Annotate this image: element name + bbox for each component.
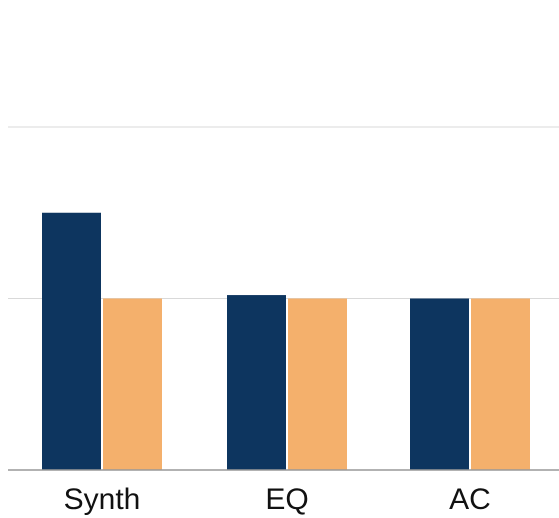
bars bbox=[42, 212, 530, 470]
bar-eq-series-1 bbox=[227, 295, 286, 470]
x-tick-label-ac: AC bbox=[449, 483, 491, 516]
x-tick-labels: Synth EQ AC bbox=[64, 483, 491, 516]
x-tick-label-synth: Synth bbox=[64, 483, 141, 516]
bar-ac-series-1 bbox=[410, 298, 469, 470]
bar-synth-series-1 bbox=[42, 212, 101, 470]
bar-ac-series-2 bbox=[471, 298, 530, 470]
x-tick-label-eq: EQ bbox=[265, 483, 308, 516]
bar-synth-series-2 bbox=[103, 298, 162, 470]
bar-eq-series-2 bbox=[288, 298, 347, 470]
